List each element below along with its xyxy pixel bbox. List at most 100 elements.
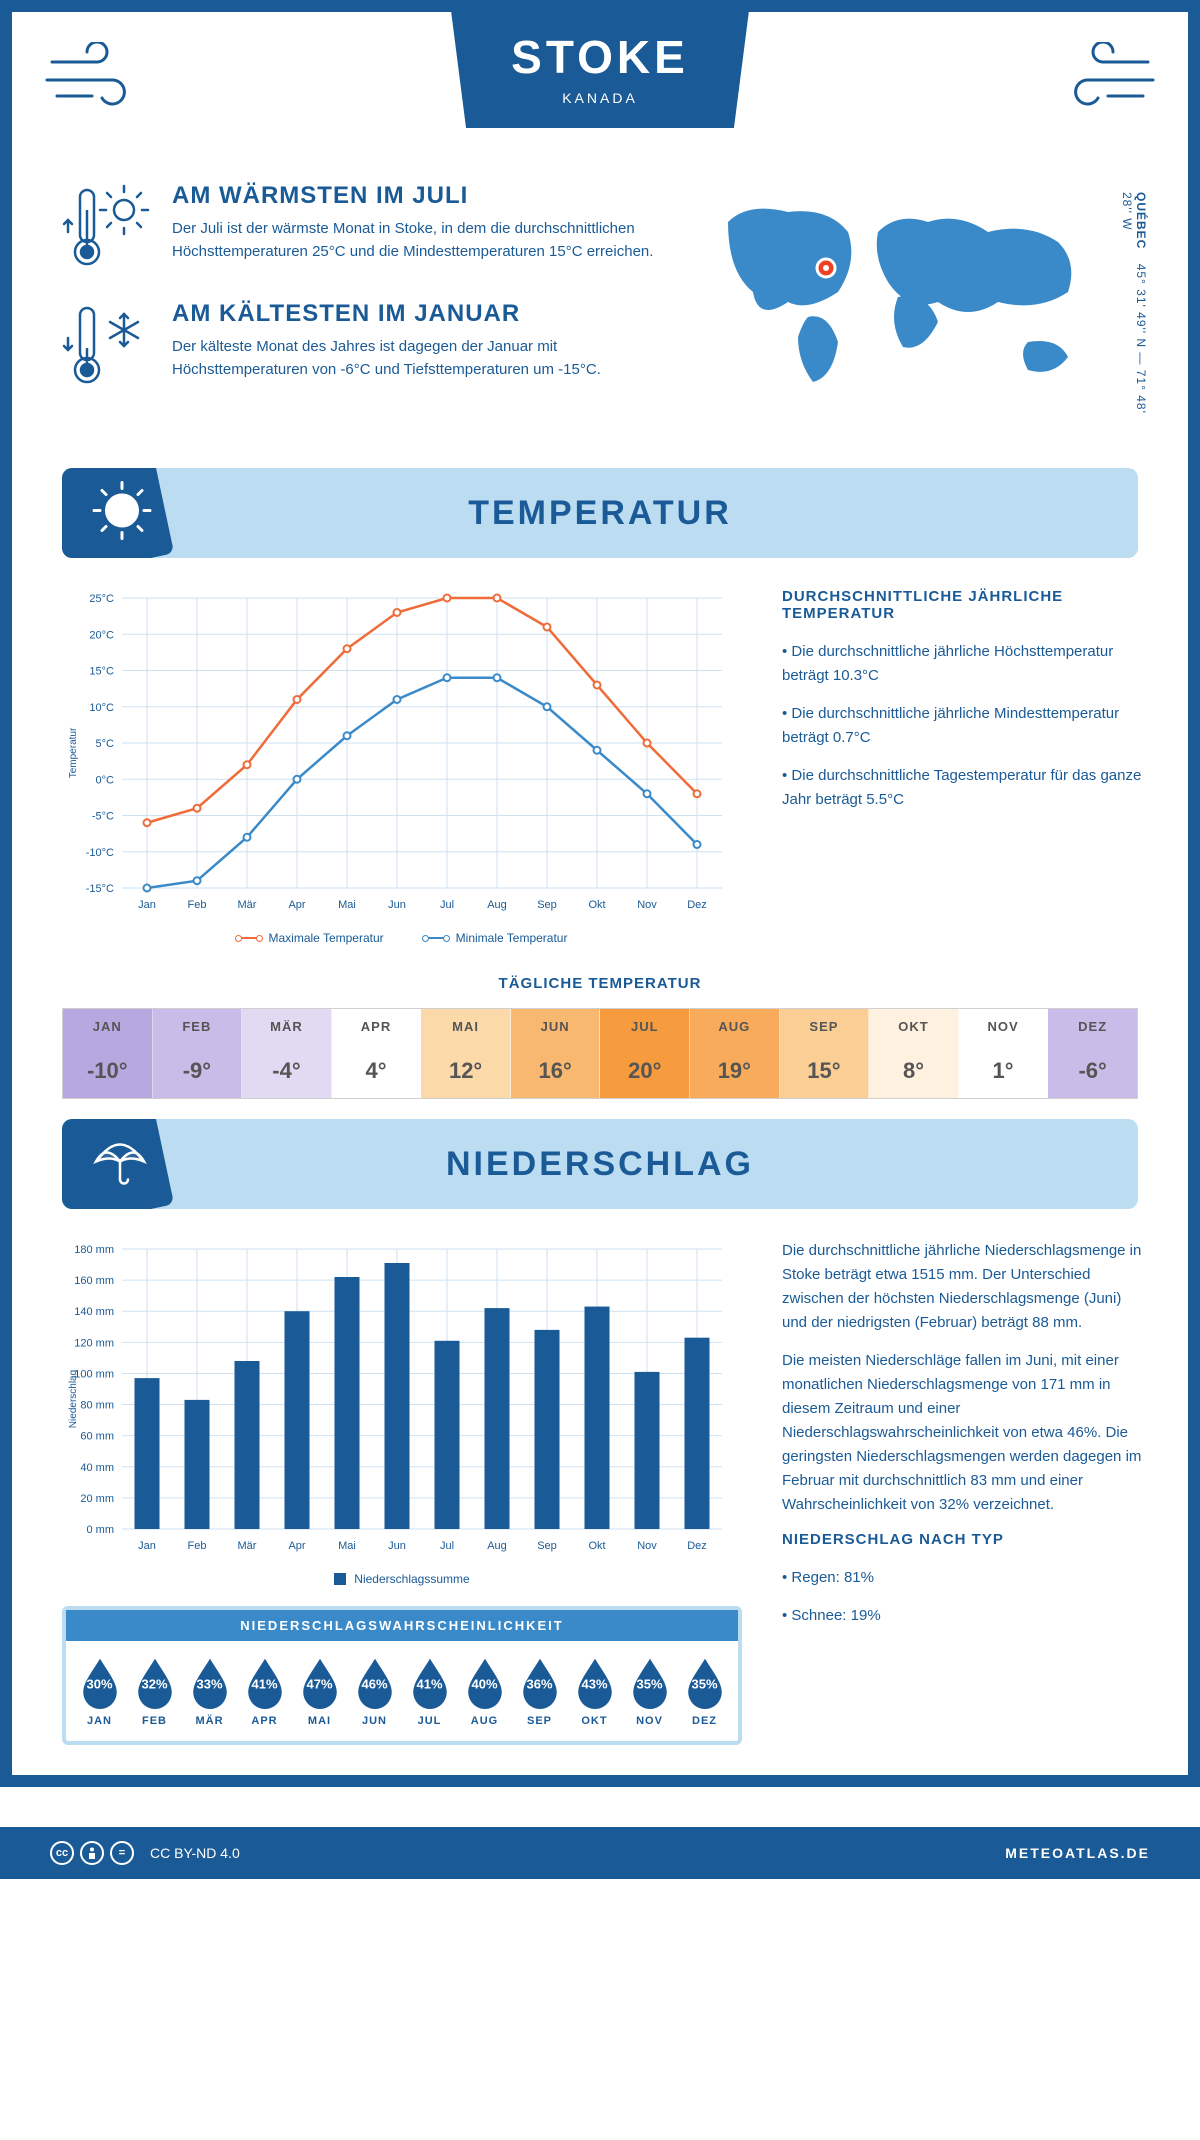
svg-text:60 mm: 60 mm: [80, 1431, 114, 1443]
temp-bullet: Die durchschnittliche jährliche Mindestt…: [782, 702, 1142, 750]
svg-text:Feb: Feb: [188, 899, 207, 911]
svg-text:80 mm: 80 mm: [80, 1400, 114, 1412]
svg-text:Dez: Dez: [687, 899, 707, 911]
daily-temp-cell: SEP15°: [780, 1009, 870, 1098]
precipitation-chart: 0 mm20 mm40 mm60 mm80 mm100 mm120 mm140 …: [62, 1239, 742, 1586]
daily-temp-cell: FEB-9°: [153, 1009, 243, 1098]
legend-min: Minimale Temperatur: [456, 931, 568, 945]
daily-temp-cell: JUL20°: [600, 1009, 690, 1098]
precip-type-bullet: Regen: 81%: [782, 1566, 1142, 1590]
page-title: STOKE: [511, 30, 689, 84]
precipitation-title: NIEDERSCHLAG: [62, 1145, 1138, 1184]
region-label: QUÉBEC: [1134, 192, 1148, 249]
svg-text:Nov: Nov: [637, 1540, 657, 1552]
svg-text:Mär: Mär: [238, 1540, 257, 1552]
daily-temp-cell: APR4°: [332, 1009, 422, 1098]
daily-temp-cell: JUN16°: [511, 1009, 601, 1098]
daily-temp-cell: OKT8°: [869, 1009, 959, 1098]
svg-text:Feb: Feb: [188, 1540, 207, 1552]
temperature-title: TEMPERATUR: [62, 494, 1138, 533]
svg-text:Mai: Mai: [338, 1540, 356, 1552]
coldest-heading: AM KÄLTESTEN IM JANUAR: [172, 300, 658, 328]
header-banner: STOKE KANADA: [12, 12, 1188, 162]
svg-text:Jul: Jul: [440, 1540, 454, 1552]
temp-bullet: Die durchschnittliche Tagestemperatur fü…: [782, 764, 1142, 812]
svg-text:Sep: Sep: [537, 1540, 557, 1552]
precip-prob-cell: 46%JUN: [349, 1655, 400, 1727]
precip-para-2: Die meisten Niederschläge fallen im Juni…: [782, 1349, 1142, 1517]
footer-brand: METEOATLAS.DE: [1005, 1845, 1150, 1861]
daily-temp-cell: AUG19°: [690, 1009, 780, 1098]
svg-text:Jan: Jan: [138, 1540, 156, 1552]
warmest-text: Der Juli ist der wärmste Monat in Stoke,…: [172, 218, 658, 263]
sun-icon: [92, 481, 152, 546]
svg-text:Apr: Apr: [288, 899, 305, 911]
nd-icon: =: [110, 1841, 134, 1865]
coldest-block: AM KÄLTESTEN IM JANUAR Der kälteste Mona…: [62, 300, 658, 390]
svg-text:Okt: Okt: [588, 899, 605, 911]
svg-text:Jan: Jan: [138, 899, 156, 911]
precip-prob-cell: 41%JUL: [404, 1655, 455, 1727]
precip-prob-cell: 32%FEB: [129, 1655, 180, 1727]
svg-text:Jun: Jun: [388, 899, 406, 911]
daily-temp-cell: DEZ-6°: [1048, 1009, 1137, 1098]
svg-text:Nov: Nov: [637, 899, 657, 911]
svg-text:Aug: Aug: [487, 1540, 507, 1552]
by-icon: [80, 1841, 104, 1865]
warmest-heading: AM WÄRMSTEN IM JULI: [172, 182, 658, 210]
temperature-section-header: TEMPERATUR: [62, 468, 1138, 558]
temp-bullet: Die durchschnittliche jährliche Höchstte…: [782, 640, 1142, 688]
precip-prob-cell: 33%MÄR: [184, 1655, 235, 1727]
license-icons: cc = CC BY-ND 4.0: [50, 1841, 240, 1865]
thermometer-sun-icon: [62, 182, 152, 272]
svg-text:-5°C: -5°C: [92, 811, 114, 823]
svg-text:Apr: Apr: [288, 1540, 305, 1552]
cc-icon: cc: [50, 1841, 74, 1865]
daily-temp-title: TÄGLICHE TEMPERATUR: [12, 975, 1188, 992]
precip-prob-cell: 36%SEP: [514, 1655, 565, 1727]
daily-temp-cell: JAN-10°: [63, 1009, 153, 1098]
legend-max: Maximale Temperatur: [269, 931, 384, 945]
precip-prob-cell: 40%AUG: [459, 1655, 510, 1727]
svg-text:Jun: Jun: [388, 1540, 406, 1552]
temperature-summary: DURCHSCHNITTLICHE JÄHRLICHE TEMPERATUR D…: [782, 588, 1142, 945]
umbrella-icon: [92, 1134, 148, 1195]
svg-text:-15°C: -15°C: [86, 883, 114, 895]
precip-probability-box: NIEDERSCHLAGSWAHRSCHEINLICHKEIT 30%JAN32…: [62, 1606, 742, 1745]
daily-temp-cell: MAI12°: [421, 1009, 511, 1098]
precip-prob-cell: 41%APR: [239, 1655, 290, 1727]
footer: cc = CC BY-ND 4.0 METEOATLAS.DE: [0, 1827, 1200, 1879]
precip-prob-cell: 47%MAI: [294, 1655, 345, 1727]
precip-prob-cell: 30%JAN: [74, 1655, 125, 1727]
precip-prob-cell: 35%DEZ: [679, 1655, 730, 1727]
svg-text:120 mm: 120 mm: [74, 1337, 114, 1349]
precip-prob-title: NIEDERSCHLAGSWAHRSCHEINLICHKEIT: [66, 1610, 738, 1641]
svg-text:20°C: 20°C: [89, 629, 114, 641]
svg-text:100 mm: 100 mm: [74, 1368, 114, 1380]
svg-text:Dez: Dez: [687, 1540, 707, 1552]
precipitation-section-header: NIEDERSCHLAG: [62, 1119, 1138, 1209]
precip-prob-cell: 43%OKT: [569, 1655, 620, 1727]
svg-text:Aug: Aug: [487, 899, 507, 911]
svg-text:15°C: 15°C: [89, 666, 114, 678]
coldest-text: Der kälteste Monat des Jahres ist dagege…: [172, 336, 658, 381]
svg-text:-10°C: -10°C: [86, 847, 114, 859]
legend-precip: Niederschlagssumme: [354, 1572, 469, 1586]
precip-type-heading: NIEDERSCHLAG NACH TYP: [782, 1531, 1142, 1548]
daily-temp-cell: NOV1°: [959, 1009, 1049, 1098]
page-subtitle: KANADA: [511, 90, 689, 106]
precipitation-summary: Die durchschnittliche jährliche Niedersc…: [782, 1239, 1142, 1745]
svg-text:Sep: Sep: [537, 899, 557, 911]
svg-text:Jul: Jul: [440, 899, 454, 911]
svg-text:0°C: 0°C: [96, 774, 115, 786]
wind-icon: [1058, 42, 1158, 126]
warmest-block: AM WÄRMSTEN IM JULI Der Juli ist der wär…: [62, 182, 658, 272]
daily-temp-strip: JAN-10°FEB-9°MÄR-4°APR4°MAI12°JUN16°JUL2…: [62, 1008, 1138, 1099]
precip-type-bullet: Schnee: 19%: [782, 1604, 1142, 1628]
precip-prob-cell: 35%NOV: [624, 1655, 675, 1727]
svg-text:0 mm: 0 mm: [87, 1524, 115, 1536]
temp-summary-heading: DURCHSCHNITTLICHE JÄHRLICHE TEMPERATUR: [782, 588, 1142, 622]
svg-text:25°C: 25°C: [89, 593, 114, 605]
svg-text:20 mm: 20 mm: [80, 1493, 114, 1505]
svg-text:Mai: Mai: [338, 899, 356, 911]
